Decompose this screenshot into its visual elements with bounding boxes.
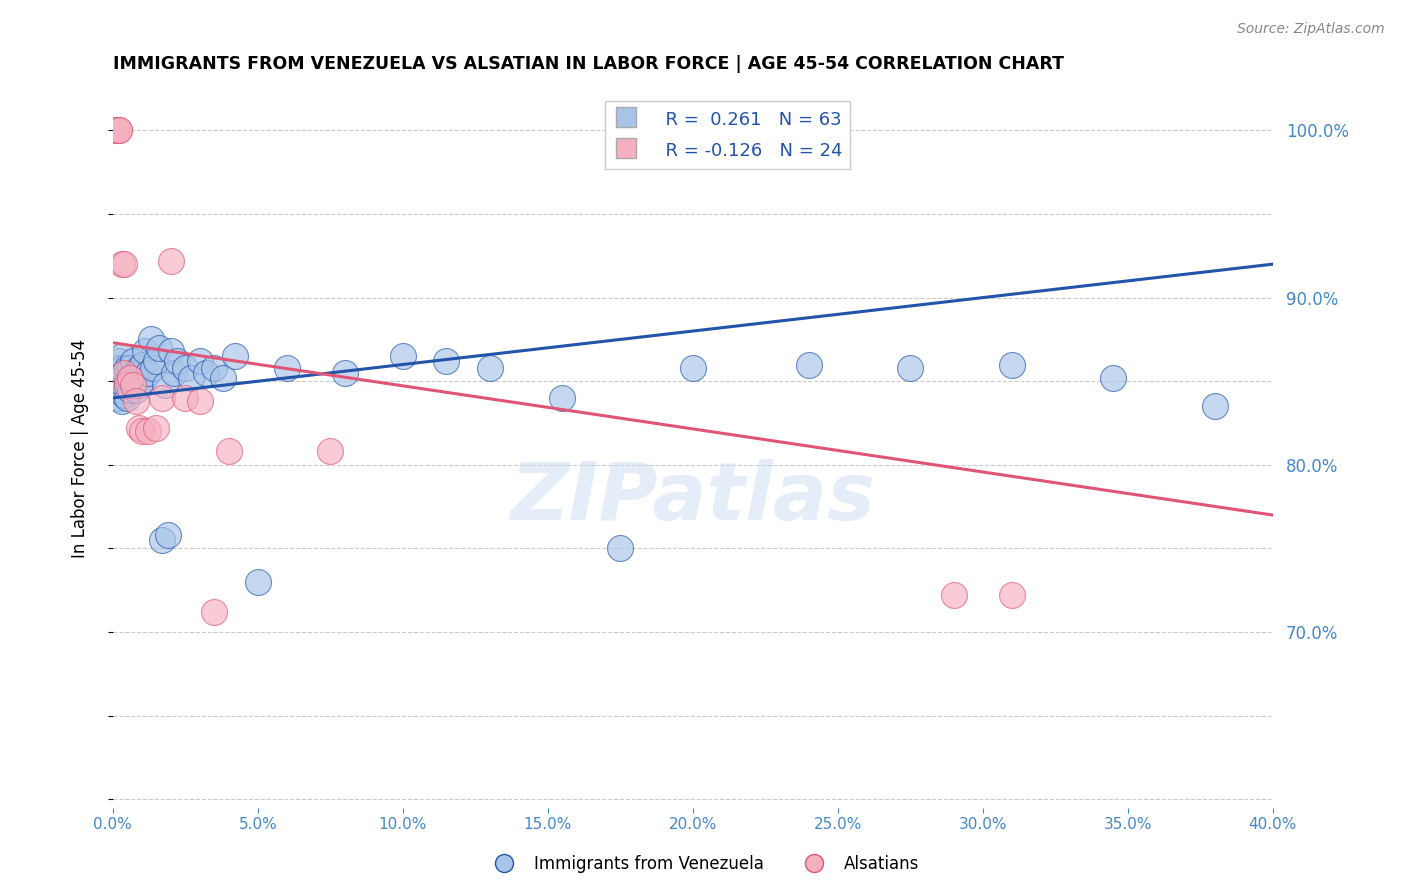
Point [120,371,142,385]
Legend: Immigrants from Venezuela, Alsatians: Immigrants from Venezuela, Alsatians [481,848,925,880]
Point [104,123,127,137]
Point [114,366,136,380]
Point [125,383,148,397]
Point [107,391,129,405]
Point [107,123,129,137]
Point [110,349,132,363]
Point [246,574,269,589]
Point [188,354,211,368]
Point [120,360,142,375]
Text: Source: ZipAtlas.com: Source: ZipAtlas.com [1237,22,1385,37]
Point [131,425,153,439]
Point [1001,588,1024,602]
Point [898,360,921,375]
Point [114,387,136,401]
Point [156,528,179,542]
Point [434,354,457,368]
Point [131,374,153,388]
Point [180,371,202,385]
Point [110,257,132,271]
Point [194,366,217,380]
Point [128,360,150,375]
Point [122,354,145,368]
Point [110,360,132,375]
Point [163,366,186,380]
Point [145,354,167,368]
Point [1001,358,1024,372]
Point [114,257,136,271]
Point [117,391,139,405]
Point [128,377,150,392]
Point [114,377,136,392]
Point [150,391,173,405]
Point [104,123,127,137]
Point [107,366,129,380]
Point [333,366,356,380]
Text: IMMIGRANTS FROM VENEZUELA VS ALSATIAN IN LABOR FORCE | AGE 45-54 CORRELATION CHA: IMMIGRANTS FROM VENEZUELA VS ALSATIAN IN… [112,55,1064,73]
Point [188,394,211,409]
Point [174,360,197,375]
Point [391,349,413,363]
Point [114,366,136,380]
Text: ZIPatlas: ZIPatlas [510,459,876,538]
Point [125,366,148,380]
Point [145,421,167,435]
Point [174,391,197,405]
Point [104,360,127,375]
Point [110,371,132,385]
Point [136,425,159,439]
Point [107,354,129,368]
Point [682,360,704,375]
Point [150,533,173,548]
Point [131,358,153,372]
Point [942,588,965,602]
Point [139,333,162,347]
Point [551,391,574,405]
Point [125,394,148,409]
Point [276,360,298,375]
Point [120,383,142,397]
Y-axis label: In Labor Force | Age 45-54: In Labor Force | Age 45-54 [72,339,89,558]
Point [478,360,501,375]
Point [128,421,150,435]
Point [117,374,139,388]
Point [609,541,631,556]
Point [134,344,156,359]
Point [224,349,246,363]
Point [122,377,145,392]
Point [202,360,225,375]
Point [797,358,820,372]
Point [107,123,129,137]
Point [122,366,145,380]
Point [110,394,132,409]
Point [122,377,145,392]
Legend:   R =  0.261   N = 63,   R = -0.126   N = 24: R = 0.261 N = 63, R = -0.126 N = 24 [606,101,849,169]
Point [1102,371,1125,385]
Point [202,605,225,619]
Point [1204,400,1226,414]
Point [148,341,170,355]
Point [110,383,132,397]
Point [160,344,183,359]
Point [104,371,127,385]
Point [117,377,139,392]
Point [142,360,165,375]
Point [319,444,342,458]
Point [104,383,127,397]
Point [153,377,176,392]
Point [160,253,183,268]
Point [136,366,159,380]
Point [218,444,240,458]
Point [212,371,235,385]
Point [166,354,188,368]
Point [107,377,129,392]
Point [117,360,139,375]
Point [120,371,142,385]
